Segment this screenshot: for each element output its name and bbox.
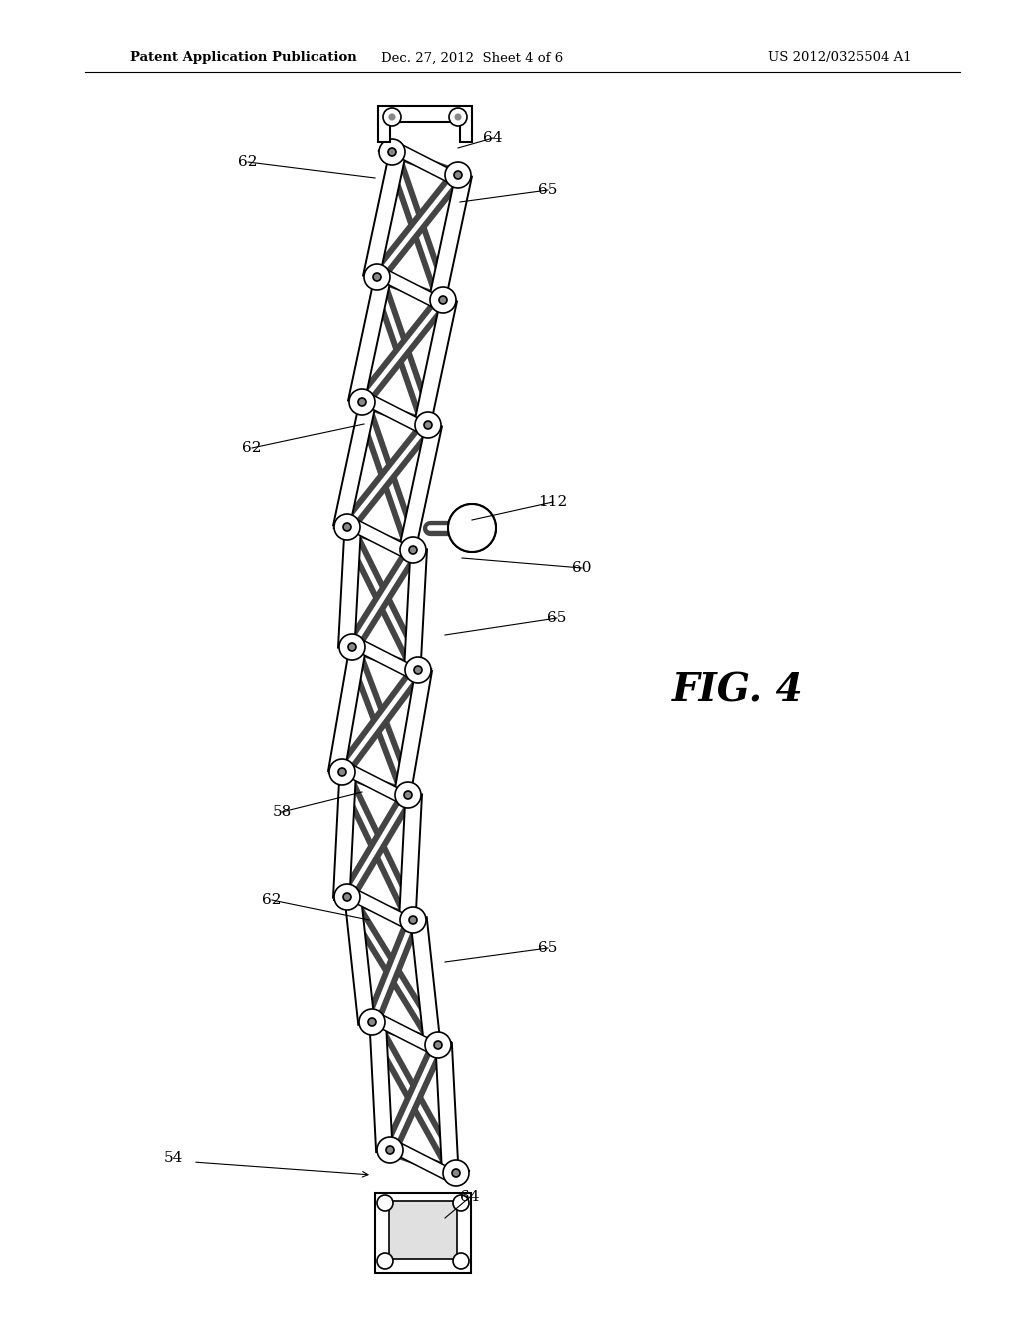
Circle shape [334, 513, 360, 540]
Circle shape [377, 1195, 393, 1210]
Text: 62: 62 [239, 154, 258, 169]
Text: US 2012/0325504 A1: US 2012/0325504 A1 [768, 51, 911, 65]
Text: FIG. 4: FIG. 4 [672, 671, 804, 709]
Circle shape [358, 399, 366, 407]
Circle shape [449, 108, 467, 125]
Circle shape [409, 546, 417, 554]
Polygon shape [369, 1011, 441, 1056]
Polygon shape [338, 762, 412, 805]
Polygon shape [333, 527, 366, 648]
Text: 62: 62 [243, 441, 262, 455]
Polygon shape [348, 276, 391, 404]
Circle shape [455, 114, 461, 120]
Text: 65: 65 [547, 611, 566, 624]
Circle shape [449, 504, 496, 552]
Polygon shape [429, 173, 472, 302]
Circle shape [368, 1018, 376, 1026]
Text: 64: 64 [460, 1191, 480, 1204]
Circle shape [334, 884, 360, 909]
Circle shape [452, 1170, 460, 1177]
Circle shape [404, 791, 412, 799]
Circle shape [453, 1253, 469, 1269]
Circle shape [395, 781, 421, 808]
Circle shape [373, 273, 381, 281]
Circle shape [339, 634, 365, 660]
Polygon shape [388, 141, 462, 186]
Text: 65: 65 [539, 183, 558, 197]
Polygon shape [328, 645, 366, 774]
Circle shape [349, 389, 375, 414]
Polygon shape [386, 1139, 460, 1184]
Circle shape [348, 643, 356, 651]
Text: 62: 62 [262, 894, 282, 907]
Polygon shape [378, 106, 472, 143]
Circle shape [343, 523, 351, 531]
Circle shape [445, 162, 471, 187]
Polygon shape [414, 298, 457, 426]
Polygon shape [394, 669, 432, 796]
Polygon shape [364, 150, 406, 279]
Circle shape [414, 667, 422, 675]
Text: Dec. 27, 2012  Sheet 4 of 6: Dec. 27, 2012 Sheet 4 of 6 [381, 51, 563, 65]
Circle shape [439, 296, 447, 304]
Circle shape [386, 1146, 394, 1154]
Text: Patent Application Publication: Patent Application Publication [130, 51, 356, 65]
Circle shape [388, 148, 396, 156]
Circle shape [415, 412, 441, 438]
Text: 60: 60 [572, 561, 592, 576]
Text: 64: 64 [483, 131, 503, 145]
Polygon shape [333, 894, 386, 1024]
Circle shape [400, 537, 426, 564]
Polygon shape [333, 400, 376, 529]
Circle shape [338, 768, 346, 776]
Circle shape [406, 657, 431, 682]
Circle shape [409, 916, 417, 924]
Circle shape [364, 264, 390, 290]
Text: 112: 112 [539, 495, 567, 510]
Circle shape [329, 759, 355, 785]
Circle shape [443, 1160, 469, 1185]
Circle shape [424, 421, 432, 429]
Circle shape [449, 504, 496, 552]
Circle shape [425, 1032, 451, 1059]
Circle shape [453, 1195, 469, 1210]
Polygon shape [328, 771, 361, 898]
Polygon shape [424, 1043, 470, 1175]
Circle shape [454, 172, 462, 180]
Circle shape [389, 114, 395, 120]
Circle shape [400, 907, 426, 933]
Polygon shape [399, 549, 432, 671]
Circle shape [379, 139, 406, 165]
Circle shape [359, 1008, 385, 1035]
Text: 54: 54 [163, 1151, 182, 1166]
Polygon shape [358, 1020, 403, 1152]
Circle shape [343, 894, 351, 902]
Circle shape [434, 1041, 442, 1049]
Polygon shape [399, 424, 442, 552]
Circle shape [377, 1253, 393, 1269]
Circle shape [377, 1137, 403, 1163]
Text: 58: 58 [272, 805, 292, 818]
Polygon shape [394, 795, 427, 920]
Text: 65: 65 [539, 941, 558, 954]
Circle shape [463, 519, 481, 537]
Polygon shape [374, 267, 446, 310]
Polygon shape [389, 1201, 457, 1259]
Polygon shape [375, 1193, 471, 1272]
Polygon shape [343, 887, 417, 931]
Polygon shape [348, 636, 422, 681]
Polygon shape [399, 917, 452, 1048]
Polygon shape [358, 392, 432, 436]
Polygon shape [343, 516, 417, 561]
Circle shape [430, 286, 456, 313]
Circle shape [383, 108, 401, 125]
